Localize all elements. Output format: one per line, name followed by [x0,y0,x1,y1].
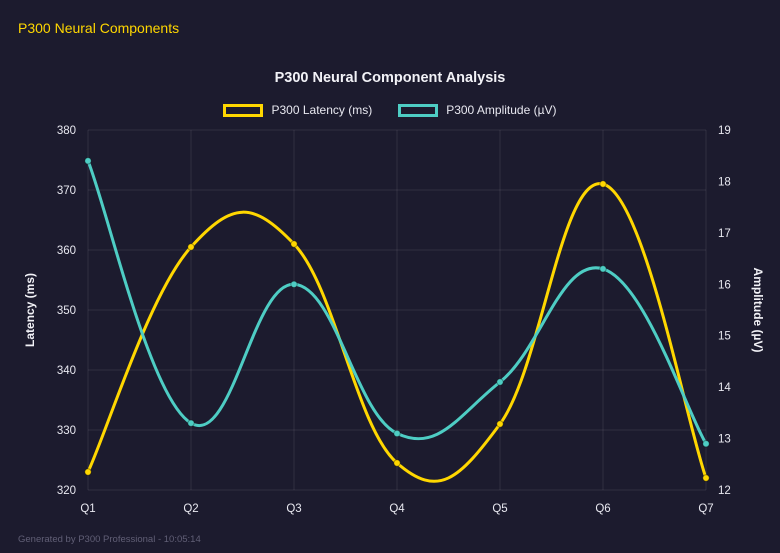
data-point[interactable] [393,459,401,467]
data-point[interactable] [599,265,607,273]
y-right-tick-label: 19 [718,125,731,137]
x-tick-label: Q1 [80,503,95,515]
chart-title: P300 Neural Component Analysis [274,70,506,86]
y-left-tick-label: 330 [57,425,76,437]
y-right-tick-label: 17 [718,228,731,240]
legend-label: P300 Latency (ms) [271,103,373,117]
x-tick-label: Q7 [698,503,713,515]
data-point[interactable] [496,378,504,386]
y-left-axis-title: Latency (ms) [23,273,37,347]
y-right-tick-label: 18 [718,176,731,188]
y-right-tick-label: 12 [718,485,731,497]
y-right-tick-label: 13 [718,434,731,446]
y-right-tick-label: 15 [718,331,731,343]
data-point[interactable] [84,468,92,476]
data-point[interactable] [496,420,504,428]
y-right-tick-label: 14 [718,382,731,394]
x-tick-label: Q6 [595,503,610,515]
y-left-tick-label: 370 [57,185,76,197]
x-tick-label: Q2 [183,503,198,515]
legend-label: P300 Amplitude (µV) [446,103,557,117]
data-point[interactable] [702,440,710,448]
page-title: P300 Neural Components [18,20,180,36]
data-point[interactable] [393,429,401,438]
data-point[interactable] [187,419,195,427]
legend-swatch [398,103,439,117]
legend-item[interactable]: P300 Amplitude (µV) [398,103,557,117]
footer-text: Generated by P300 Professional - 10:05:1… [18,534,201,545]
data-point[interactable] [290,280,298,288]
legend-item[interactable]: P300 Latency (ms) [223,103,372,117]
y-left-tick-label: 380 [57,125,76,137]
chart-canvas[interactable]: 320 330 340 350 360 370 380 12 13 14 15 16 17 18 19 Q1 Q… [10,122,770,527]
x-tick-label: Q3 [286,503,301,515]
y-left-tick-label: 340 [57,365,76,377]
y-left-tick-label: 350 [57,305,76,317]
data-point[interactable] [187,243,195,251]
x-tick-label: Q4 [389,503,405,515]
y-left-tick-label: 320 [57,485,76,497]
data-point[interactable] [290,240,298,248]
data-point[interactable] [84,157,92,165]
y-left-tick-label: 360 [57,245,76,257]
chart-legend: P300 Latency (ms) P300 Amplitude (µV) [0,103,780,117]
x-tick-label: Q5 [492,503,507,515]
y-right-tick-label: 16 [718,279,731,291]
y-right-axis-title: Amplitude (µV) [751,268,765,353]
data-point[interactable] [599,180,607,188]
data-point[interactable] [702,474,710,482]
legend-swatch [223,103,264,117]
